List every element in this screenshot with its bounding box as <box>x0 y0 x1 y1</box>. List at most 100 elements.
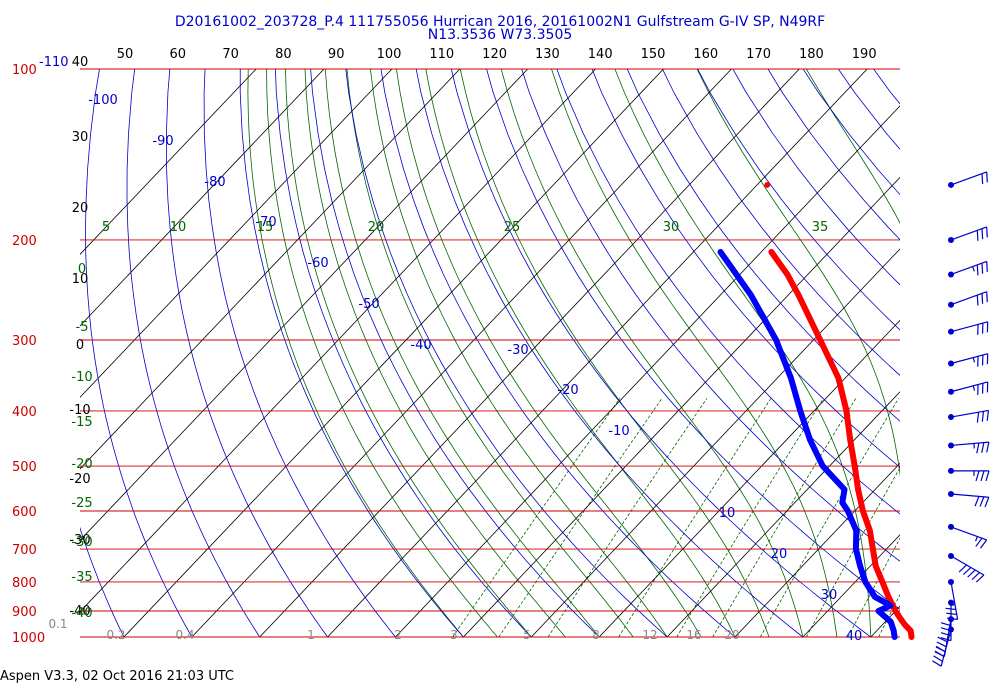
dry-adiabat-line <box>203 69 397 637</box>
dry-adiabat-line <box>991 43 1000 649</box>
moist-adiabat-line <box>696 69 900 477</box>
isotherm-line <box>80 69 597 613</box>
mixing-ratio-line <box>759 398 899 637</box>
moist-adiabat-label: 35 <box>812 220 829 235</box>
mixing-ratio-label: 3 <box>450 628 458 642</box>
isotherm-label: -10 <box>69 403 90 418</box>
temperature-point <box>764 181 771 188</box>
dry-adiabat-line <box>802 69 900 196</box>
dry-adiabat-line <box>923 43 1000 649</box>
moist-adiabat-label: -30 <box>71 535 92 550</box>
moist-adiabat-label: -5 <box>76 320 89 335</box>
mixing-ratio-label: 20 <box>724 628 739 642</box>
isotherm-label: -30 <box>69 533 90 548</box>
dry-adiabat-line <box>274 69 532 637</box>
top-scale-label: 70 <box>222 47 239 62</box>
dry-adiabat-line <box>450 69 872 637</box>
isotherm-label: 20 <box>72 201 89 216</box>
moist-adiabat-label: 0 <box>78 262 86 277</box>
isotherm-line <box>927 43 1000 649</box>
mixing-ratio-line <box>547 398 708 637</box>
moist-adiabat-line <box>346 69 634 637</box>
moist-adiabat-label: 5 <box>102 220 110 235</box>
chart-title-line2: N13.3536 W73.3505 <box>427 27 573 43</box>
dry-adiabat-label: 20 <box>771 547 788 562</box>
plot-area <box>0 43 1000 649</box>
top-scale-label: 60 <box>170 47 187 62</box>
dry-adiabat-label: 40 <box>846 629 863 644</box>
top-scale-label: 110 <box>429 47 454 62</box>
moist-adiabat-label: 15 <box>257 220 274 235</box>
moist-adiabat-line <box>266 69 498 637</box>
wind-barb <box>931 626 954 667</box>
dry-adiabat-line <box>415 69 804 637</box>
dry-adiabat-line <box>626 69 900 422</box>
isotherm-line <box>123 69 665 637</box>
moist-adiabat-line <box>949 69 1000 637</box>
mixing-ratio-label: 8 <box>592 628 600 642</box>
wind-barb <box>948 353 989 367</box>
wind-barb <box>948 321 989 335</box>
dry-adiabat-line <box>486 69 900 610</box>
mixing-ratio-line <box>712 398 857 637</box>
pressure-label: 400 <box>12 405 37 420</box>
pressure-label: 900 <box>12 605 37 620</box>
mixing-ratio-label: 5 <box>523 628 531 642</box>
dry-adiabat-label: 10 <box>719 506 736 521</box>
isotherm-line <box>80 69 325 327</box>
top-scale-label: 190 <box>852 47 877 62</box>
isotherm-line <box>666 391 900 637</box>
isotherm-label: 10 <box>72 272 89 287</box>
pressure-label: 500 <box>12 460 37 475</box>
mixing-ratio-label: 16 <box>686 628 701 642</box>
isotherm-line <box>598 319 900 637</box>
moist-adiabat-line <box>614 69 872 637</box>
pressure-label: 800 <box>12 576 37 591</box>
dry-adiabat-label: 30 <box>821 588 838 603</box>
isotherm-line <box>80 69 461 470</box>
moist-adiabat-label: -35 <box>71 570 92 585</box>
dry-adiabat-label: -20 <box>557 383 578 398</box>
pressure-label: 200 <box>12 234 37 249</box>
dry-adiabat-line <box>85 69 193 637</box>
pressure-label: 100 <box>12 63 37 78</box>
isotherm-line <box>995 43 1000 649</box>
mixing-ratio-line <box>847 537 900 637</box>
dry-adiabat-label: -50 <box>358 297 379 312</box>
dry-adiabat-line <box>591 69 900 468</box>
pressure-label-extra: -110 <box>39 55 69 70</box>
moist-adiabat-line <box>304 69 566 637</box>
pressure-label: 600 <box>12 505 37 520</box>
isotherm-line <box>394 105 900 637</box>
mixing-ratio-label: 2 <box>394 628 402 642</box>
dry-adiabat-label: -80 <box>204 175 225 190</box>
dry-adiabat-line <box>0 43 1 649</box>
top-scale-label: 170 <box>746 47 771 62</box>
isotherm-line <box>80 69 257 255</box>
top-scale-label: 50 <box>117 47 134 62</box>
moist-adiabat-line <box>285 69 532 637</box>
isotherm-line <box>530 248 900 637</box>
dry-adiabat-label: -70 <box>255 215 276 230</box>
dry-adiabat-line <box>165 69 329 637</box>
isotherm-line <box>191 69 732 637</box>
moist-adiabat-label: 25 <box>504 220 521 235</box>
top-scale-label: 100 <box>377 47 402 62</box>
wind-barb <box>948 467 990 482</box>
top-scale-label: 120 <box>482 47 507 62</box>
dry-adiabat-line <box>310 69 600 637</box>
isotherm-line <box>870 605 900 637</box>
moist-adiabat-label: -20 <box>71 457 92 472</box>
mixing-ratio-label: 0.4 <box>175 628 194 642</box>
moist-adiabat-line <box>396 69 702 637</box>
isotherm-label: 30 <box>72 130 89 145</box>
dry-adiabat-line <box>837 69 900 150</box>
dry-adiabat-line <box>521 69 900 562</box>
isotherm-line <box>462 176 900 637</box>
pressure-label: 1000 <box>12 631 45 646</box>
top-scale-label: 160 <box>693 47 718 62</box>
dry-adiabat-label: -40 <box>410 338 431 353</box>
mixing-ratio-line <box>618 398 772 637</box>
pressure-label: 300 <box>12 334 37 349</box>
